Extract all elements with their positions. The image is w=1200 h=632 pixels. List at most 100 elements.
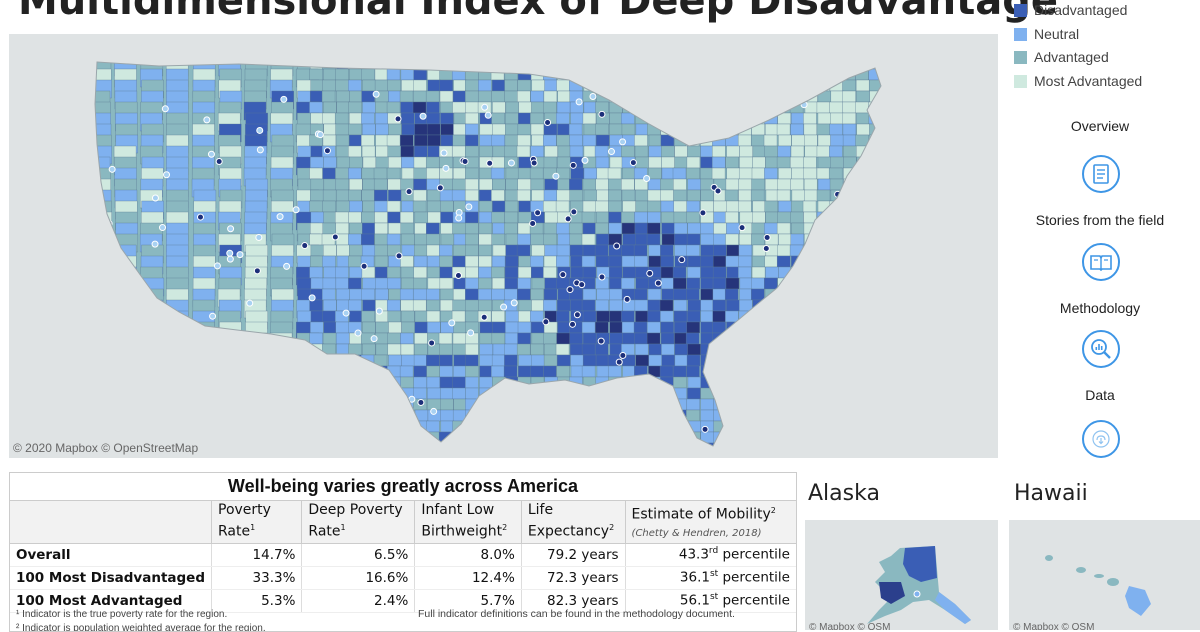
county-cell[interactable]: [661, 90, 675, 103]
county-cell[interactable]: [830, 310, 844, 323]
county-cell[interactable]: [192, 365, 215, 385]
county-cell[interactable]: [373, 178, 388, 191]
county-cell[interactable]: [700, 310, 714, 323]
city-marker[interactable]: [701, 425, 709, 433]
county-cell[interactable]: [660, 189, 674, 202]
county-cell[interactable]: [531, 79, 546, 92]
county-cell[interactable]: [869, 167, 883, 180]
county-cell[interactable]: [738, 58, 752, 70]
county-cell[interactable]: [700, 442, 714, 454]
city-marker[interactable]: [481, 103, 489, 111]
county-cell[interactable]: [401, 123, 415, 136]
county-cell[interactable]: [465, 310, 479, 323]
county-cell[interactable]: [348, 277, 362, 290]
county-cell[interactable]: [828, 68, 843, 81]
county-cell[interactable]: [322, 189, 337, 202]
city-marker[interactable]: [629, 159, 637, 167]
county-cell[interactable]: [375, 134, 389, 147]
county-cell[interactable]: [414, 222, 428, 235]
county-cell[interactable]: [790, 145, 805, 158]
county-cell[interactable]: [855, 398, 869, 411]
county-cell[interactable]: [738, 178, 753, 191]
county-cell[interactable]: [492, 398, 506, 411]
county-cell[interactable]: [401, 79, 415, 92]
county-cell[interactable]: [804, 288, 818, 301]
county-cell[interactable]: [557, 409, 571, 422]
county-cell[interactable]: [374, 255, 389, 268]
county-cell[interactable]: [465, 288, 479, 301]
county-cell[interactable]: [349, 398, 363, 411]
county-cell[interactable]: [505, 189, 519, 202]
county-cell[interactable]: [322, 112, 336, 125]
city-marker[interactable]: [575, 98, 583, 106]
county-cell[interactable]: [609, 277, 623, 290]
county-cell[interactable]: [673, 178, 687, 191]
county-cell[interactable]: [387, 431, 401, 444]
county-cell[interactable]: [465, 255, 479, 268]
county-cell[interactable]: [700, 321, 714, 334]
county-cell[interactable]: [296, 387, 320, 407]
county-cell[interactable]: [192, 343, 215, 363]
county-cell[interactable]: [504, 68, 519, 81]
county-cell[interactable]: [843, 145, 857, 158]
county-cell[interactable]: [763, 332, 778, 345]
county-cell[interactable]: [882, 267, 895, 278]
county-cell[interactable]: [414, 332, 428, 345]
county-cell[interactable]: [815, 222, 830, 235]
county-cell[interactable]: [739, 431, 753, 444]
county-cell[interactable]: [360, 354, 375, 367]
county-cell[interactable]: [374, 68, 389, 81]
county-cell[interactable]: [751, 79, 765, 92]
county-cell[interactable]: [568, 123, 583, 136]
county-cell[interactable]: [725, 233, 739, 246]
county-cell[interactable]: [621, 376, 635, 389]
county-cell[interactable]: [388, 288, 402, 301]
county-cell[interactable]: [530, 310, 544, 323]
county-cell[interactable]: [869, 354, 882, 367]
county-cell[interactable]: [803, 365, 817, 378]
county-cell[interactable]: [271, 398, 294, 418]
county-cell[interactable]: [309, 332, 323, 345]
county-cell[interactable]: [401, 200, 415, 213]
county-cell[interactable]: [765, 431, 779, 444]
alaska-attribution[interactable]: © Mapbox © OSM: [809, 622, 891, 630]
county-cell[interactable]: [504, 200, 519, 213]
county-cell[interactable]: [517, 178, 531, 191]
county-cell[interactable]: [426, 288, 440, 301]
county-cell[interactable]: [531, 244, 545, 257]
county-cell[interactable]: [427, 134, 441, 147]
county-cell[interactable]: [855, 112, 870, 125]
county-cell[interactable]: [440, 398, 454, 411]
county-cell[interactable]: [867, 332, 881, 345]
city-marker[interactable]: [213, 262, 221, 270]
county-cell[interactable]: [804, 376, 818, 389]
county-cell[interactable]: [596, 288, 610, 301]
county-cell[interactable]: [595, 123, 609, 136]
county-cell[interactable]: [816, 211, 831, 224]
county-cell[interactable]: [375, 343, 390, 356]
county-cell[interactable]: [322, 277, 337, 290]
county-cell[interactable]: [452, 58, 466, 70]
county-cell[interactable]: [802, 299, 817, 312]
county-cell[interactable]: [141, 321, 164, 341]
county-cell[interactable]: [855, 299, 869, 312]
county-cell[interactable]: [335, 409, 349, 422]
county-cell[interactable]: [517, 387, 531, 400]
nav-methodology[interactable]: Methodology: [1000, 300, 1200, 316]
county-cell[interactable]: [686, 365, 700, 378]
county-cell[interactable]: [309, 101, 323, 114]
county-cell[interactable]: [386, 167, 401, 180]
county-cell[interactable]: [817, 134, 832, 147]
city-marker[interactable]: [306, 392, 314, 400]
county-cell[interactable]: [700, 156, 714, 169]
county-cell[interactable]: [726, 123, 740, 136]
county-cell[interactable]: [323, 123, 337, 136]
county-cell[interactable]: [817, 90, 832, 103]
county-cell[interactable]: [517, 233, 531, 246]
county-cell[interactable]: [647, 222, 661, 235]
county-cell[interactable]: [816, 387, 831, 400]
county-cell[interactable]: [490, 442, 505, 454]
county-cell[interactable]: [608, 420, 622, 433]
city-marker[interactable]: [428, 339, 436, 347]
county-cell[interactable]: [374, 431, 389, 444]
